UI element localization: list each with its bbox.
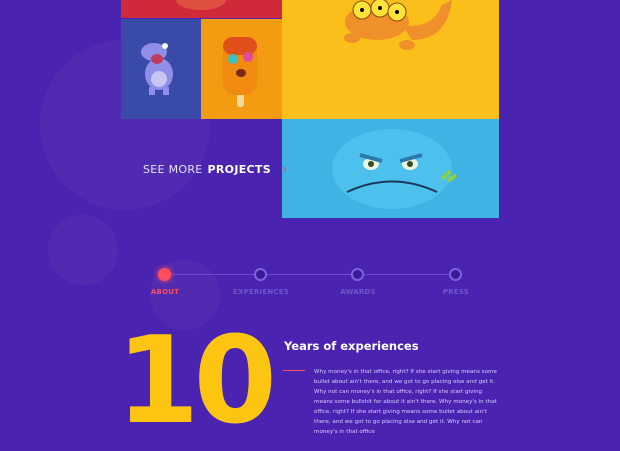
about-paragraph: Why money's in that office, right? If sh…: [314, 369, 497, 435]
timeline-dot-about[interactable]: [158, 268, 171, 281]
timeline-line: [165, 274, 456, 275]
background-circle: [48, 215, 118, 285]
timeline-dot-experiences[interactable]: [254, 268, 267, 281]
see-more-projects-link[interactable]: SEE MORE PROJECTS ›: [143, 162, 287, 177]
timeline-dot-press[interactable]: [449, 268, 462, 281]
accent-rule: [283, 370, 305, 371]
lizard-icon: [344, 0, 452, 50]
project-tile-hippo[interactable]: [121, 19, 201, 119]
project-tile-lizard[interactable]: [282, 0, 499, 119]
tab-about[interactable]: ABOUT: [150, 288, 180, 296]
years-number: 10: [116, 312, 277, 451]
projects-label: PROJECTS: [207, 163, 271, 176]
project-tile-popsicle[interactable]: [201, 19, 282, 119]
popsicle-icon: [223, 37, 257, 107]
tab-experiences[interactable]: EXPERIENCES: [233, 288, 289, 296]
hippo-icon: [141, 43, 173, 95]
project-tile-red[interactable]: [121, 0, 282, 18]
angry-face-icon: [332, 129, 458, 209]
project-tile-angry-face[interactable]: [282, 119, 499, 218]
chevron-right-icon: ›: [281, 162, 288, 177]
tab-press[interactable]: PRESS: [442, 288, 470, 296]
tab-awards[interactable]: AWARDS: [340, 288, 376, 296]
timeline-dot-awards[interactable]: [351, 268, 364, 281]
see-more-label: SEE MORE: [143, 163, 203, 176]
section-heading: Years of experiences: [284, 339, 419, 353]
